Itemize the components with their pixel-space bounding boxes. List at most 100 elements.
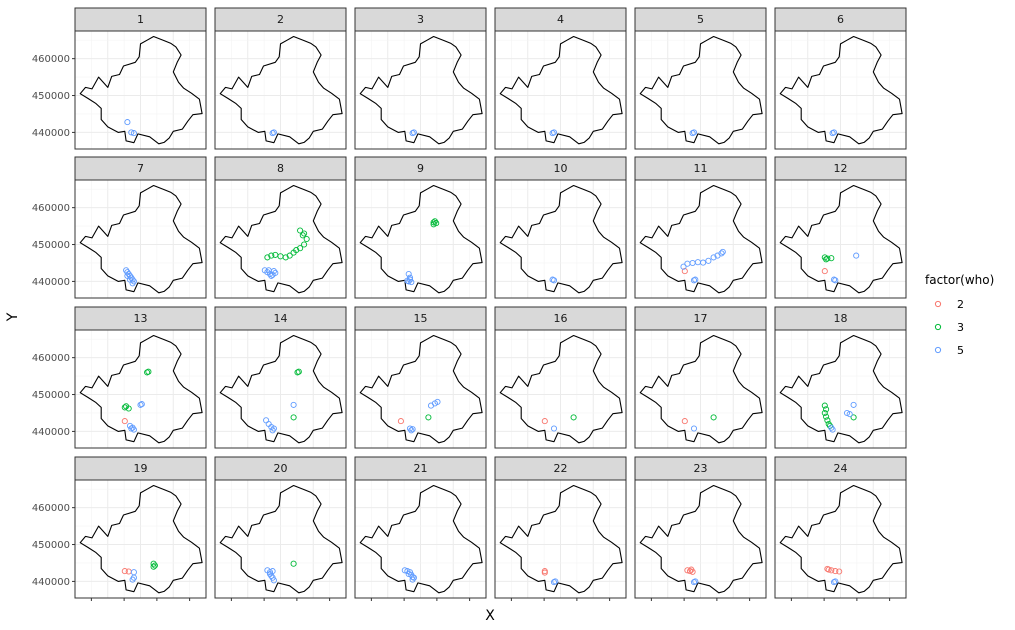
y-tick-label: 450000 [32,240,70,251]
region-boundary [219,35,343,145]
y-axis-title: Y [5,312,21,322]
points [829,129,838,137]
legend: factor(who) 2 3 5 [925,273,994,357]
panel-border [634,179,767,299]
gridlines [355,330,486,448]
strip-label: 14 [274,312,288,325]
y-tick-label: 440000 [32,128,70,139]
facet-panel-22: 22 [494,456,627,599]
panel-border [74,179,207,299]
points [821,401,857,433]
panel-border [354,179,487,299]
gridlines [215,31,346,149]
region-boundary [359,484,483,594]
panel-border [774,30,907,150]
facet-panel-20: 20 [214,456,347,599]
facet-panel-6: 6 [774,7,907,150]
gridlines [775,180,906,298]
panel-border [774,329,907,449]
point-who-5 [128,129,135,136]
facet-panel-1: 1 [74,7,207,150]
points [684,566,699,586]
point-who-3 [150,563,157,570]
point-who-5 [680,263,687,270]
point-who-3 [301,241,308,248]
points [124,119,137,137]
gridlines [495,180,626,298]
point-who-3 [821,402,828,409]
facet-panel-10: 10 [494,156,627,299]
point-who-2 [825,566,832,573]
point-who-3 [303,235,310,243]
legend-label: 2 [957,298,964,311]
point-who-2 [541,418,548,425]
point-who-3 [145,368,152,375]
panel-border [354,329,487,449]
point-who-5 [719,248,726,255]
point-who-2 [121,418,128,425]
strip-label: 11 [694,162,708,175]
strip-label: 21 [414,462,428,475]
facet-panel-19: 19 [74,456,207,599]
point-who-5 [832,277,839,284]
panel-border [494,329,627,449]
point-who-5 [853,252,860,259]
region-boundary [779,484,903,594]
gridlines [75,180,206,298]
point-who-3 [286,252,293,259]
facet-panel-3: 3 [354,7,487,150]
strip-label: 22 [554,462,568,475]
region-boundary [359,35,483,145]
panel-border [774,179,907,299]
points [549,129,558,137]
point-who-3 [430,219,437,226]
x-axis-title: X [485,608,495,624]
point-who-5 [692,276,699,283]
points [261,227,310,279]
point-who-5 [700,259,707,266]
point-who-5 [405,270,412,278]
facet-panel-5: 5 [634,7,767,150]
panel-border [214,30,347,150]
point-who-5 [405,570,412,578]
y-tick-label: 460000 [32,54,70,65]
point-who-5 [266,570,274,578]
point-who-3 [430,221,437,228]
points [541,568,559,586]
point-who-5 [550,425,558,432]
points [121,368,152,433]
facet-panel-15: 15 [354,306,487,449]
point-who-5 [705,257,712,264]
region-boundary [779,184,903,294]
strip-label: 6 [837,13,844,26]
point-who-5 [406,425,414,432]
gridlines [215,480,346,598]
point-who-5 [130,130,137,137]
gridlines [495,31,626,149]
gridlines [495,480,626,598]
point-who-5 [138,401,145,408]
point-who-2 [681,418,688,425]
points [821,252,860,284]
point-who-5 [549,276,556,283]
y-tick-label: 460000 [32,503,70,514]
point-who-3 [710,414,717,421]
point-who-2 [832,568,839,575]
point-who-5 [270,425,277,432]
point-who-5 [408,427,415,434]
point-who-3 [824,255,831,262]
point-who-5 [128,425,135,432]
point-who-3 [823,406,830,413]
points [123,267,137,287]
region-boundary [499,334,623,444]
axes: X Y 440000 450000 460000 440000 450000 460000… [5,54,891,624]
facet-panel-14: 14 [214,306,347,449]
point-who-3 [150,560,157,567]
point-who-3 [824,417,831,424]
region-boundary [779,35,903,145]
points [404,218,440,286]
panel-border [494,179,627,299]
point-who-5 [710,254,717,261]
point-who-5 [270,268,277,275]
